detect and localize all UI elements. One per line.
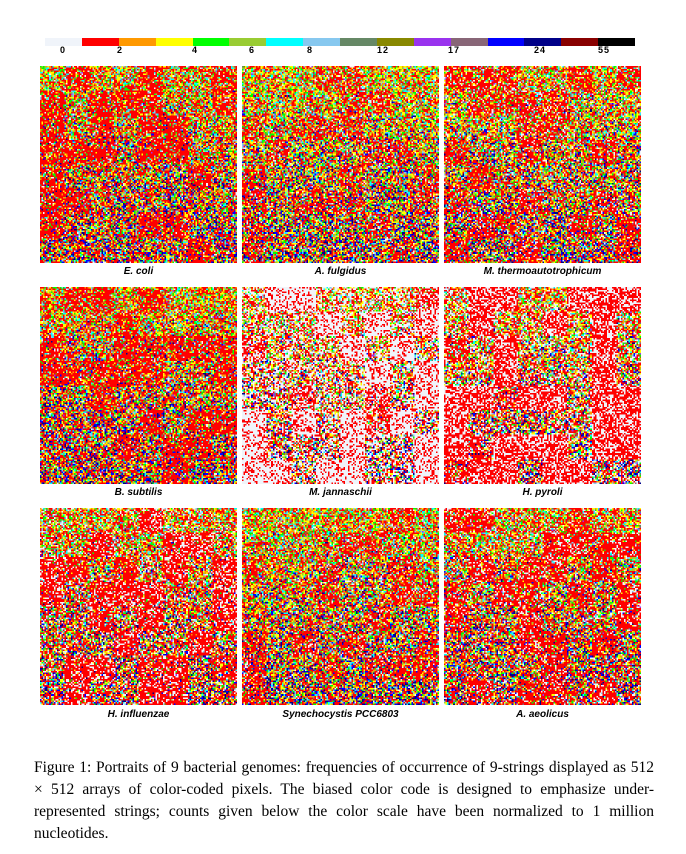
color-scale-swatch: [229, 38, 267, 46]
color-scale-swatch: [524, 38, 562, 46]
color-scale-tick-label: 0: [59, 45, 67, 55]
color-scale-tick-label: 55: [597, 45, 611, 55]
genome-portrait: [40, 287, 237, 484]
color-scale-tick-label: 2: [116, 45, 124, 55]
color-scale-swatch: [266, 38, 304, 46]
genome-label: M. jannaschii: [309, 487, 372, 498]
color-scale-tick-label: 12: [376, 45, 390, 55]
color-scale-swatch: [155, 38, 193, 46]
color-scale-swatch: [118, 38, 156, 46]
genome-portrait: [40, 66, 237, 263]
color-scale-swatch: [45, 38, 82, 46]
color-scale-swatch: [303, 38, 340, 46]
color-scale-tick-label: 24: [533, 45, 547, 55]
color-scale-swatch: [376, 38, 414, 46]
genome-portrait: [40, 508, 237, 705]
color-scale-swatch: [598, 38, 635, 46]
color-scale-tick-label: 6: [248, 45, 256, 55]
genome-label: A. aeolicus: [516, 709, 569, 720]
genome-label: Synechocystis PCC6803: [282, 709, 399, 720]
color-scale-tick-label: 17: [447, 45, 461, 55]
genome-portrait: [444, 66, 641, 263]
color-scale-swatch: [450, 38, 488, 46]
color-scale-swatch: [192, 38, 230, 46]
genome-label: M. thermoautotrophicum: [483, 266, 602, 277]
genome-portrait: [242, 66, 439, 263]
color-scale-swatch: [81, 38, 119, 46]
color-scale-swatch: [340, 38, 377, 46]
color-scale-swatch: [413, 38, 451, 46]
color-scale-tick-label: 4: [191, 45, 199, 55]
genome-label: H. influenzae: [107, 709, 170, 720]
genome-portrait: [242, 508, 439, 705]
color-scale-swatch: [561, 38, 599, 46]
color-scale-tick-label: 8: [306, 45, 314, 55]
genome-label: A. fulgidus: [314, 266, 367, 277]
genome-label: H. pyroli: [522, 487, 563, 498]
genome-label: B. subtilis: [114, 487, 163, 498]
genome-portrait: [444, 508, 641, 705]
genome-portrait: [242, 287, 439, 484]
genome-label: E. coli: [123, 266, 154, 277]
color-scale-swatch: [487, 38, 525, 46]
color-scale-bar: [45, 38, 635, 46]
figure-caption: Figure 1: Portraits of 9 bacterial genom…: [34, 758, 654, 842]
genome-portrait: [444, 287, 641, 484]
